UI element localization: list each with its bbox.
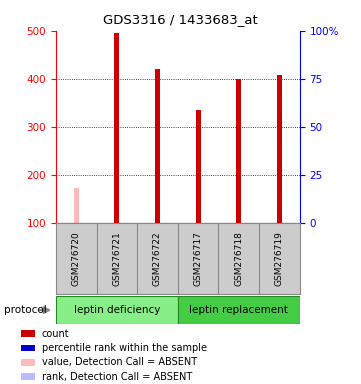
Bar xyxy=(196,110,201,223)
Bar xyxy=(277,75,282,223)
Text: leptin replacement: leptin replacement xyxy=(189,305,288,315)
Bar xyxy=(114,33,119,223)
Text: percentile rank within the sample: percentile rank within the sample xyxy=(42,343,206,353)
Text: GSM276718: GSM276718 xyxy=(234,231,243,286)
Bar xyxy=(21,373,35,380)
Text: GSM276719: GSM276719 xyxy=(275,231,284,286)
Text: GSM276717: GSM276717 xyxy=(193,231,203,286)
Bar xyxy=(178,296,300,324)
Bar xyxy=(155,69,160,223)
Bar xyxy=(236,79,241,223)
Text: GSM276721: GSM276721 xyxy=(112,231,121,286)
Text: count: count xyxy=(42,329,69,339)
Bar xyxy=(56,296,178,324)
Text: value, Detection Call = ABSENT: value, Detection Call = ABSENT xyxy=(42,358,197,367)
Bar xyxy=(74,188,79,223)
Text: protocol: protocol xyxy=(4,305,46,315)
Text: GSM276722: GSM276722 xyxy=(153,231,162,286)
Bar xyxy=(21,359,35,366)
Bar xyxy=(21,330,35,337)
Text: GSM276720: GSM276720 xyxy=(72,231,81,286)
Text: GDS3316 / 1433683_at: GDS3316 / 1433683_at xyxy=(103,13,258,26)
Text: leptin deficiency: leptin deficiency xyxy=(74,305,160,315)
Bar xyxy=(21,344,35,351)
Text: rank, Detection Call = ABSENT: rank, Detection Call = ABSENT xyxy=(42,372,192,382)
